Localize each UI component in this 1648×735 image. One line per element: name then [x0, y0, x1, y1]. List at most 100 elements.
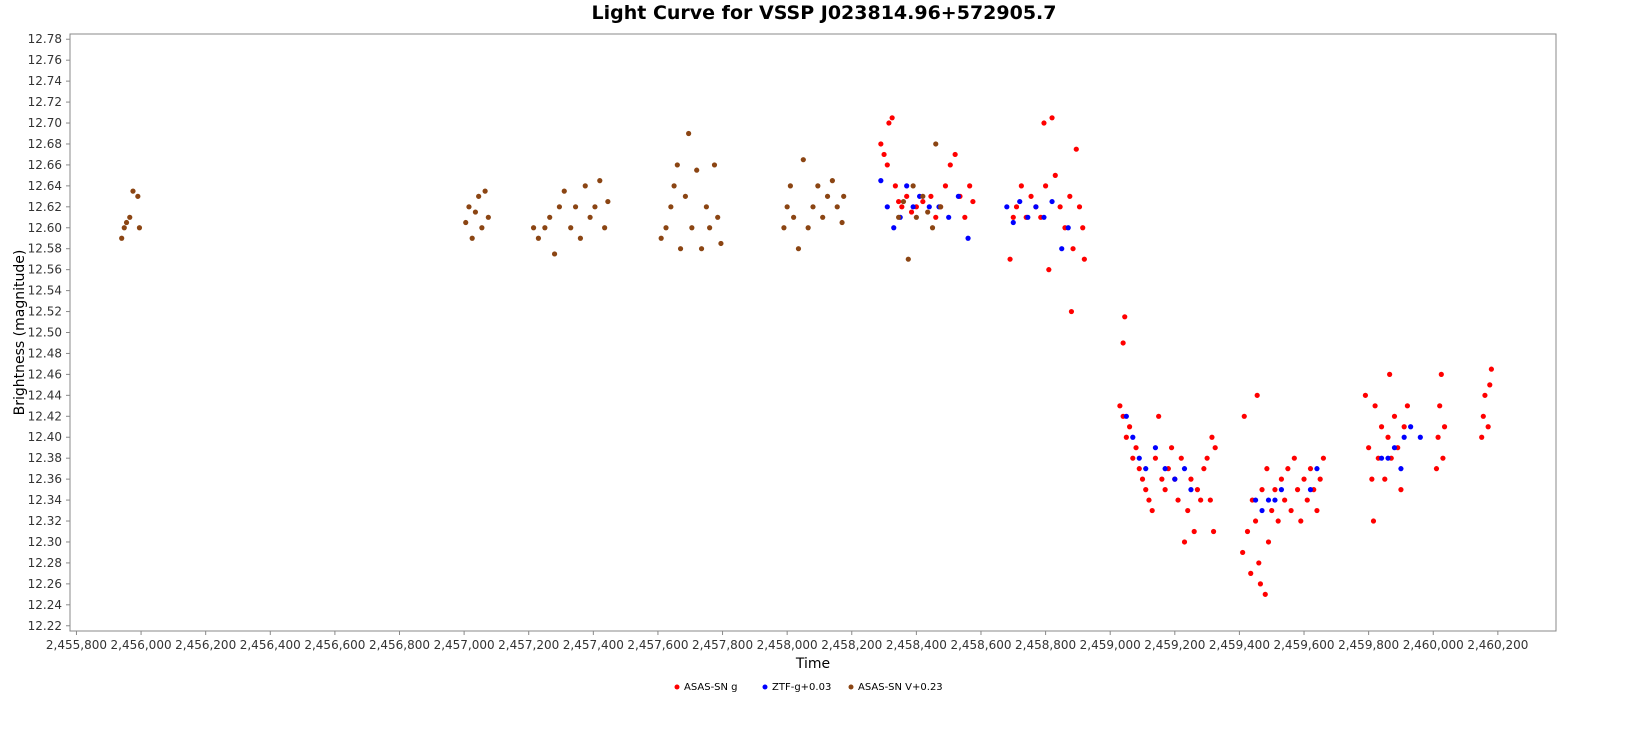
- data-point: [573, 204, 578, 209]
- x-tick-label: 2,458,000: [757, 638, 818, 652]
- y-tick-label: 12.72: [28, 95, 62, 109]
- data-point: [1127, 424, 1132, 429]
- data-point: [886, 120, 891, 125]
- data-point: [483, 189, 488, 194]
- data-point: [896, 199, 901, 204]
- data-point: [920, 199, 925, 204]
- data-point: [1402, 424, 1407, 429]
- data-point: [1198, 497, 1203, 502]
- data-point: [1175, 497, 1180, 502]
- y-tick-label: 12.66: [28, 158, 62, 172]
- x-axis: 2,455,800 2,456,000 2,456,200 2,456,400 2,45…: [46, 631, 1528, 652]
- y-tick-label: 12.46: [28, 367, 62, 381]
- data-point: [1439, 372, 1444, 377]
- y-axis: 12.2212.2412.2612.2812.3012.3212.3412.36…: [28, 32, 70, 633]
- data-point: [1143, 487, 1148, 492]
- data-point: [904, 194, 909, 199]
- data-point: [135, 194, 140, 199]
- data-point: [893, 183, 898, 188]
- data-point: [1058, 204, 1063, 209]
- data-point: [1276, 518, 1281, 523]
- legend-marker: [763, 685, 768, 690]
- data-point: [1272, 487, 1277, 492]
- y-tick-label: 12.56: [28, 263, 62, 277]
- y-tick-label: 12.48: [28, 346, 62, 360]
- data-point: [663, 225, 668, 230]
- data-point: [896, 215, 901, 220]
- data-point: [1043, 183, 1048, 188]
- data-point: [1387, 372, 1392, 377]
- data-point: [473, 209, 478, 214]
- data-point: [588, 215, 593, 220]
- data-point: [675, 162, 680, 167]
- data-point: [781, 225, 786, 230]
- data-point: [592, 204, 597, 209]
- data-point: [699, 246, 704, 251]
- data-point: [479, 225, 484, 230]
- data-point: [1369, 477, 1374, 482]
- data-point: [1049, 199, 1054, 204]
- data-point: [1188, 477, 1193, 482]
- data-point: [1486, 424, 1491, 429]
- legend-label: ZTF-g+0.03: [772, 682, 831, 693]
- data-point: [933, 215, 938, 220]
- data-point: [1408, 424, 1413, 429]
- data-point: [933, 141, 938, 146]
- data-point: [878, 141, 883, 146]
- data-point: [1481, 414, 1486, 419]
- data-point: [1041, 215, 1046, 220]
- data-point: [1437, 403, 1442, 408]
- data-point: [602, 225, 607, 230]
- light-curve-plot: 12.2212.2412.2612.2812.3012.3212.3412.36…: [0, 0, 1648, 735]
- y-tick-label: 12.32: [28, 514, 62, 528]
- data-point: [122, 225, 127, 230]
- data-point: [1049, 115, 1054, 120]
- y-tick-label: 12.64: [28, 179, 62, 193]
- y-axis-title: Brightness (magnitude): [12, 250, 28, 416]
- y-tick-label: 12.54: [28, 284, 62, 298]
- data-point: [1146, 497, 1151, 502]
- data-point: [909, 209, 914, 214]
- data-point: [1137, 466, 1142, 471]
- data-point: [1117, 403, 1122, 408]
- data-point: [1259, 487, 1264, 492]
- x-tick-label: 2,460,000: [1403, 638, 1464, 652]
- data-point: [1272, 497, 1277, 502]
- data-point: [1440, 456, 1445, 461]
- data-point: [1301, 477, 1306, 482]
- data-point: [1245, 529, 1250, 534]
- data-point: [1028, 194, 1033, 199]
- data-point: [463, 220, 468, 225]
- data-point: [1130, 435, 1135, 440]
- data-point: [683, 194, 688, 199]
- data-point: [1285, 466, 1290, 471]
- data-point: [891, 225, 896, 230]
- x-tick-label: 2,457,400: [563, 638, 624, 652]
- data-point: [1077, 204, 1082, 209]
- y-tick-label: 12.68: [28, 137, 62, 151]
- data-point: [970, 199, 975, 204]
- data-point: [486, 215, 491, 220]
- data-point: [1398, 487, 1403, 492]
- data-point: [1140, 477, 1145, 482]
- data-point: [953, 152, 958, 157]
- x-tick-label: 2,459,600: [1273, 638, 1334, 652]
- data-point: [1256, 560, 1261, 565]
- data-point: [542, 225, 547, 230]
- data-point: [1153, 445, 1158, 450]
- y-tick-label: 12.30: [28, 535, 62, 549]
- data-point: [1169, 445, 1174, 450]
- data-point: [1282, 497, 1287, 502]
- data-point: [1195, 487, 1200, 492]
- data-point: [1279, 477, 1284, 482]
- data-point: [1211, 529, 1216, 534]
- data-point: [583, 183, 588, 188]
- data-point: [1163, 466, 1168, 471]
- data-point: [578, 236, 583, 241]
- y-tick-label: 12.76: [28, 53, 62, 67]
- data-point: [1033, 204, 1038, 209]
- data-point: [137, 225, 142, 230]
- data-point: [1179, 456, 1184, 461]
- data-point: [557, 204, 562, 209]
- data-point: [815, 183, 820, 188]
